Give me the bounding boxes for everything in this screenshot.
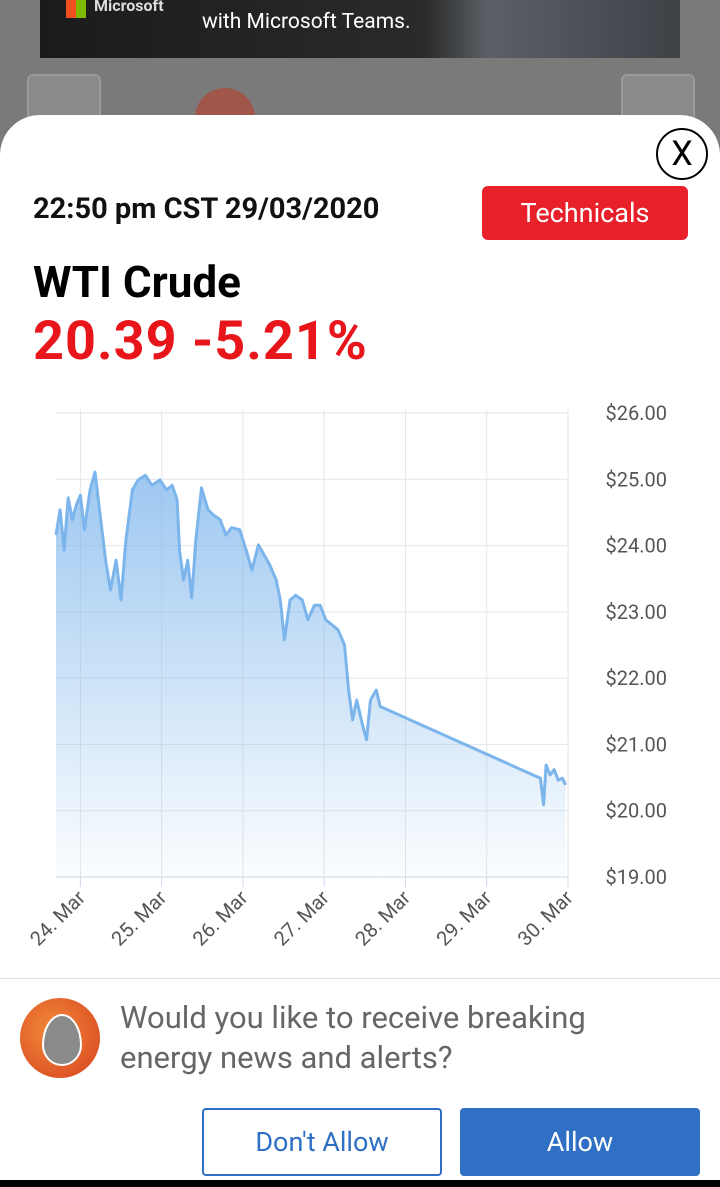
line: [54, 470, 567, 807]
x-tick-label: 30. Mar: [513, 885, 578, 950]
x-tick-label: 28. Mar: [350, 885, 415, 950]
x-tick-label: 26. Mar: [188, 885, 253, 950]
y-tick-label: $21.00: [606, 732, 667, 756]
app-icon: [20, 998, 100, 1078]
y-tick-label: $23.00: [606, 600, 667, 624]
x-tick-label: 25. Mar: [106, 885, 171, 950]
technicals-button[interactable]: Technicals: [482, 186, 688, 240]
nav-bar: [0, 1180, 720, 1187]
y-tick-label: $20.00: [606, 799, 667, 823]
ms-logo: [66, 0, 86, 18]
timestamp: 22:50 pm CST 29/03/2020: [33, 192, 380, 226]
y-tick-label: $25.00: [606, 467, 667, 491]
ad-banner[interactable]: Microsoft with Microsoft Teams.: [40, 0, 680, 58]
instrument-name: WTI Crude: [33, 256, 241, 308]
y-tick-label: $22.00: [606, 666, 667, 690]
x-tick-label: 24. Mar: [25, 885, 90, 950]
y-tick-label: $19.00: [606, 865, 667, 889]
y-tick-label: $24.00: [606, 534, 667, 558]
close-button[interactable]: X: [656, 128, 708, 180]
chart: $19.00 $20.00 $21.00 $22.00 $23.00 $24.00 $25.…: [25, 401, 667, 951]
area: [56, 472, 566, 877]
ad-brand: Microsoft: [94, 0, 164, 15]
y-tick-label: $26.00: [606, 401, 667, 425]
prompt-message: Would you like to receive breaking energ…: [120, 999, 586, 1076]
deny-button[interactable]: Don't Allow: [202, 1108, 442, 1176]
price: 20.39 -5.21%: [33, 310, 368, 373]
allow-button[interactable]: Allow: [460, 1108, 700, 1176]
drop-icon: [42, 1014, 82, 1066]
x-tick-label: 29. Mar: [431, 885, 496, 950]
ad-text: with Microsoft Teams.: [202, 10, 411, 34]
x-tick-label: 27. Mar: [269, 885, 334, 950]
